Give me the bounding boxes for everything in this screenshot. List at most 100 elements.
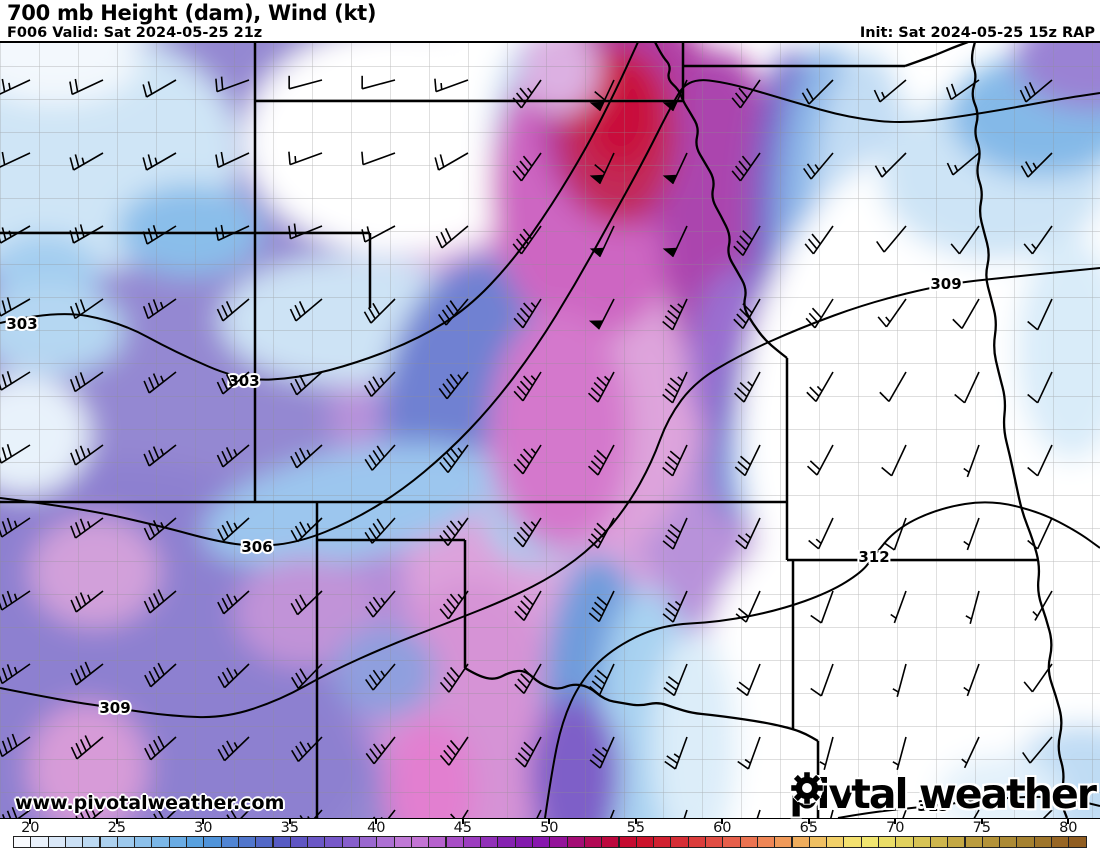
colorbar-cell (480, 836, 499, 848)
colorbar-cell (929, 836, 949, 848)
colorbar-cell (808, 836, 828, 848)
colorbar-cell (878, 836, 897, 848)
colorbar-tick-label: 20 (21, 820, 40, 836)
contour-label-312: 312 (858, 548, 889, 566)
colorbar-tick (202, 819, 205, 824)
colorbar-tick (807, 819, 810, 824)
colorbar-cell (272, 836, 291, 848)
contour-label-303: 303 (228, 372, 259, 390)
colorbar-cell (1016, 836, 1035, 848)
colorbar-cell (843, 836, 862, 848)
colorbar-tick-label: 35 (280, 820, 300, 836)
wind-barbs-layer (0, 75, 1053, 818)
colorbar-cell (393, 836, 412, 848)
colorbar-cell (462, 836, 482, 848)
colorbar-tick (29, 819, 32, 824)
colorbar-cell (410, 836, 430, 848)
colorbar-cell (705, 836, 724, 848)
colorbar-cell (514, 836, 533, 848)
colorbar-cell (895, 836, 914, 848)
colorbar-tick-label: 75 (972, 820, 992, 836)
colorbar-tick (980, 819, 983, 824)
colorbar-cell (203, 836, 222, 848)
colorbar-tick (894, 819, 897, 824)
page-title: 700 mb Height (dam), Wind (kt) (7, 1, 377, 25)
colorbar-cell (1033, 836, 1052, 848)
colorbar-cell (116, 836, 136, 848)
colorbar-cell (30, 836, 49, 848)
colorbar-cell (566, 836, 585, 848)
colorbar-tick (634, 819, 637, 824)
colorbar-cell (981, 836, 1001, 848)
colorbar-cell (324, 836, 343, 848)
colorbar-cell (134, 836, 153, 848)
colorbar-tick-label: 55 (626, 820, 646, 836)
colorbar-cell (826, 836, 845, 848)
colorbar-cell (635, 836, 655, 848)
header-bar: 700 mb Height (dam), Wind (kt) F006 Vali… (0, 0, 1100, 43)
colorbar-cell (168, 836, 187, 848)
contour-label-303: 303 (6, 315, 37, 333)
colorbar-cell (237, 836, 257, 848)
colorbar-tick-label: 50 (540, 820, 559, 836)
colorbar-cell (428, 836, 447, 848)
wind-speed-colorbar (0, 836, 1100, 849)
contour-label-306: 306 (241, 538, 272, 556)
colorbar-cell (601, 836, 620, 848)
colorbar-tick-label: 70 (886, 820, 905, 836)
colorbar-cell (186, 836, 205, 848)
colorbar-cell (583, 836, 603, 848)
watermark-url: www.pivotalweather.com (15, 792, 285, 814)
colorbar-cell (289, 836, 309, 848)
colorbar-tick (721, 819, 724, 824)
colorbar-cell (947, 836, 966, 848)
colorbar-tick-labels: 20 25 30 35 40 45 50 55 60 65 70 75 80 (0, 819, 1100, 836)
colorbar-tick (1067, 819, 1070, 824)
colorbar-cell (151, 836, 170, 848)
colorbar-cell (860, 836, 879, 848)
colorbar-tick (115, 819, 118, 824)
colorbar-cell (359, 836, 378, 848)
colorbar-cell (549, 836, 568, 848)
colorbar-cell (999, 836, 1018, 848)
colorbar-tick-label: 80 (1059, 820, 1078, 836)
colorbar-cell (307, 836, 326, 848)
colorbar-cell (532, 836, 551, 848)
contour-label-309: 309 (99, 699, 130, 717)
map-area: 303 303 306 309 309 312 315 www.pivotalweather… (0, 43, 1100, 819)
colorbar-cell (739, 836, 758, 848)
weather-map-svg: 303 303 306 309 309 312 315 (0, 43, 1100, 818)
colorbar-cell (1068, 836, 1087, 848)
colorbar-cell (1051, 836, 1070, 848)
colorbar-tick-label: 65 (799, 820, 819, 836)
colorbar-cell (964, 836, 983, 848)
colorbar-tick (548, 819, 551, 824)
colorbar-cell (791, 836, 810, 848)
colorbar-cell (47, 836, 66, 848)
colorbar-cell (376, 836, 395, 848)
colorbar-cell (618, 836, 637, 848)
county-boundaries-layer (0, 43, 1100, 818)
river-borders-layer (464, 43, 1069, 818)
colorbar-cell (756, 836, 776, 848)
colorbar-tick-label: 30 (194, 820, 213, 836)
colorbar-cell (653, 836, 672, 848)
colorbar-cell (255, 836, 274, 848)
colorbar-cell (82, 836, 101, 848)
contour-labels-layer: 303 303 306 309 309 312 315 (4, 273, 963, 817)
colorbar-cell (687, 836, 706, 848)
colorbar-tick-label: 25 (107, 820, 127, 836)
colorbar-cell (912, 836, 931, 848)
colorbar-tick-label: 45 (453, 820, 473, 836)
colorbar-cell (13, 836, 32, 848)
colorbar-tick (461, 819, 464, 824)
colorbar-tick (375, 819, 378, 824)
contour-label-315: 315 (917, 797, 948, 815)
state-borders-layer (0, 43, 1038, 818)
colorbar-cell (774, 836, 793, 848)
colorbar-tick (288, 819, 291, 824)
colorbar-tick-label: 40 (367, 820, 386, 836)
pivotal-weather-logo: pivtal weather (789, 770, 1097, 818)
init-time-label: Init: Sat 2024-05-25 15z RAP (859, 25, 1095, 41)
